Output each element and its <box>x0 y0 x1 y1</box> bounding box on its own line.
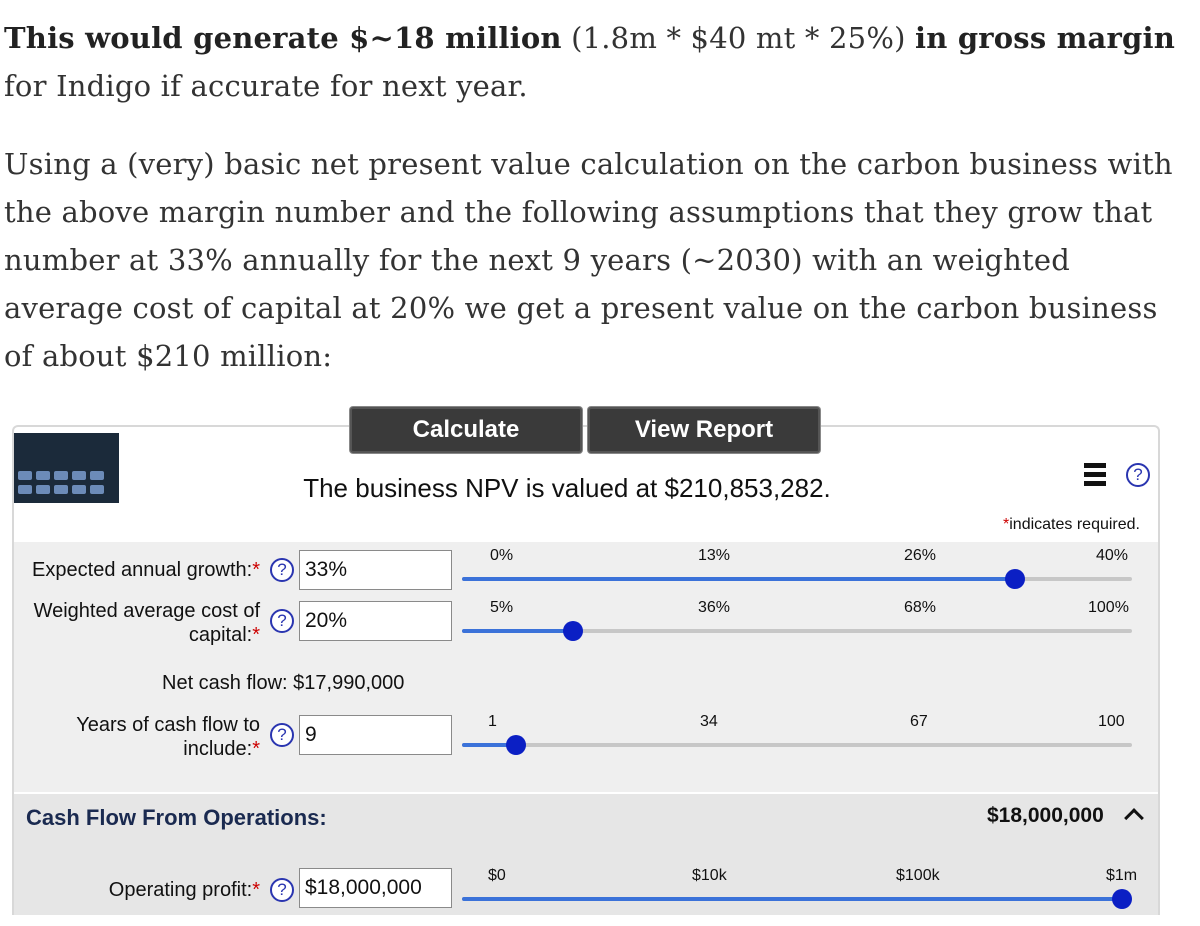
wacc-label: Weighted average cost of capital:* <box>34 599 260 647</box>
years-label-line1: Years of cash flow to <box>76 714 260 736</box>
growth-input[interactable]: 33% <box>299 550 452 590</box>
wacc-slider-thumb[interactable] <box>563 621 583 641</box>
article-paragraph-1: This would generate $~18 million (1.8m *… <box>4 14 1184 110</box>
wacc-label-line2: capital: <box>188 624 253 646</box>
article-paragraph-2: Using a (very) basic net present value c… <box>4 147 1173 373</box>
growth-slider-thumb[interactable] <box>1005 569 1025 589</box>
operating-profit-tick-1: $10k <box>692 867 727 884</box>
growth-tick-0: 0% <box>490 547 514 564</box>
operating-profit-label: Operating profit:* <box>109 878 260 902</box>
years-input[interactable]: 9 <box>299 715 452 755</box>
operating-profit-tick-2: $100k <box>896 867 940 884</box>
view-report-button[interactable]: View Report <box>588 407 820 453</box>
operating-profit-input[interactable]: $18,000,000 <box>299 868 452 908</box>
required-note-text: indicates required. <box>1009 516 1140 533</box>
operating-profit-tick-3: $1m <box>1106 867 1138 884</box>
cash-flow-operations-section <box>14 792 1158 915</box>
years-tick-0: 1 <box>488 713 497 730</box>
years-required-star: * <box>252 738 260 760</box>
article-p1-end: for Indigo if accurate for next year. <box>4 69 528 103</box>
years-label-line2: include: <box>183 738 253 760</box>
npv-result-text: The business NPV is valued at $210,853,2… <box>303 473 831 503</box>
wacc-input[interactable]: 20% <box>299 601 452 641</box>
required-note: *indicates required. <box>1003 516 1140 534</box>
wacc-label-line1: Weighted average cost of <box>33 600 260 622</box>
operating-profit-slider-fill <box>462 897 1122 901</box>
cash-flow-operations-total: $18,000,000 <box>987 804 1104 827</box>
years-slider-fill <box>462 743 516 747</box>
years-help-icon[interactable]: ? <box>270 723 294 747</box>
wacc-tick-1: 36% <box>698 599 731 616</box>
growth-slider[interactable]: 0% 13% 26% 40% <box>462 547 1144 607</box>
years-tick-2: 67 <box>910 713 928 730</box>
operating-profit-help-icon[interactable]: ? <box>270 878 294 902</box>
operating-profit-required-star: * <box>252 879 260 901</box>
years-tick-1: 34 <box>700 713 718 730</box>
operating-profit-tick-0: $0 <box>488 867 506 884</box>
required-star: * <box>1003 516 1010 533</box>
years-slider-thumb[interactable] <box>506 735 526 755</box>
wacc-slider-fill <box>462 629 573 633</box>
help-icon-top[interactable]: ? <box>1126 463 1150 487</box>
years-slider-track[interactable] <box>462 743 1132 747</box>
wacc-slider[interactable]: 5% 36% 68% 100% <box>462 599 1144 659</box>
npv-calculator-panel: The business NPV is valued at $210,853,2… <box>12 425 1160 915</box>
wacc-tick-0: 5% <box>490 599 514 616</box>
menu-icon[interactable] <box>1084 463 1106 489</box>
wacc-tick-2: 68% <box>904 599 937 616</box>
growth-required-star: * <box>252 559 260 581</box>
article-bold-margin: in gross margin <box>915 21 1175 55</box>
cash-flow-operations-title: Cash Flow From Operations: <box>26 805 327 830</box>
wacc-slider-track[interactable] <box>462 629 1132 633</box>
growth-label: Expected annual growth:* <box>32 558 260 582</box>
wacc-tick-3: 100% <box>1088 599 1129 616</box>
calculate-button[interactable]: Calculate <box>350 407 582 453</box>
growth-help-icon[interactable]: ? <box>270 558 294 582</box>
operating-profit-label-text: Operating profit: <box>108 879 253 901</box>
growth-label-text: Expected annual growth: <box>32 559 253 581</box>
growth-tick-2: 26% <box>904 547 937 564</box>
operating-profit-slider-thumb[interactable] <box>1112 889 1132 909</box>
wacc-help-icon[interactable]: ? <box>270 609 294 633</box>
operating-profit-slider[interactable]: $0 $10k $100k $1m <box>462 867 1144 915</box>
article-text: This would generate $~18 million (1.8m *… <box>4 14 1184 380</box>
article-bold-generate: This would generate $~18 million <box>4 21 562 55</box>
calculator-buttons: Calculate View Report <box>350 407 820 453</box>
article-formula: (1.8m * $40 mt * 25%) <box>561 21 916 55</box>
years-label: Years of cash flow to include:* <box>76 713 260 761</box>
inputs-section <box>14 542 1158 792</box>
growth-slider-fill <box>462 577 1015 581</box>
growth-tick-3: 40% <box>1096 547 1129 564</box>
years-slider[interactable]: 1 34 67 100 <box>462 713 1144 773</box>
net-cash-flow: Net cash flow: $17,990,000 <box>162 672 405 694</box>
npv-result: The business NPV is valued at $210,853,2… <box>14 473 1144 504</box>
calculator-icon <box>14 433 119 503</box>
years-tick-3: 100 <box>1098 713 1125 730</box>
wacc-required-star: * <box>252 624 260 646</box>
growth-tick-1: 13% <box>698 547 731 564</box>
